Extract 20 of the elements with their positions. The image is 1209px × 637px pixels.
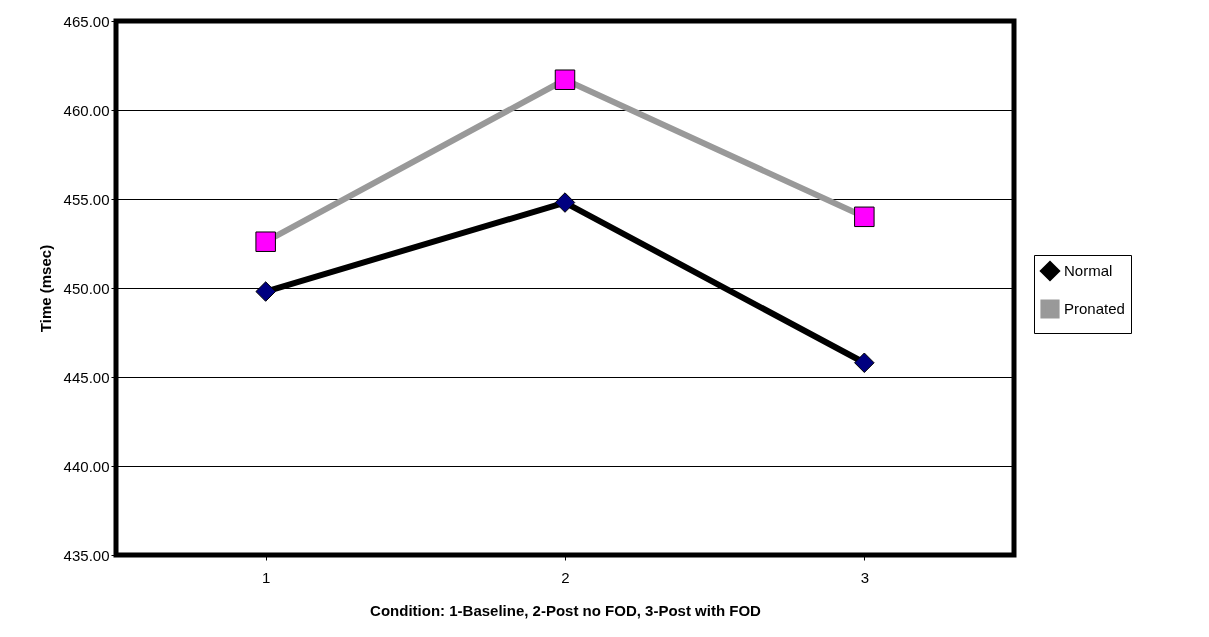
point — [854, 206, 875, 228]
y-tick-label: 440.00 — [63, 457, 110, 475]
x-tick-label: 2 — [561, 568, 570, 586]
y-tick-label: 460.00 — [63, 101, 110, 119]
y-tick-label: 455.00 — [63, 190, 110, 208]
point — [854, 352, 875, 374]
y-tick-label: 435.00 — [63, 546, 110, 564]
point — [255, 231, 276, 252]
x-axis-title: Condition: 1-Baseline, 2-Post no FOD, 3-Post with FOD — [370, 601, 762, 619]
y-tick-label: 445.00 — [63, 368, 110, 386]
y-axis-title: Time (msec) — [36, 244, 54, 333]
point — [255, 281, 276, 302]
legend-label: Normal — [1064, 262, 1113, 279]
y-tick-label: 465.00 — [63, 12, 110, 30]
x-tick-label: 1 — [261, 568, 271, 586]
point — [554, 192, 576, 213]
legend-label: Pronated — [1064, 300, 1125, 317]
x-tick-label: 3 — [860, 568, 870, 586]
y-tick-label: 450.00 — [63, 279, 110, 297]
point — [554, 69, 576, 90]
